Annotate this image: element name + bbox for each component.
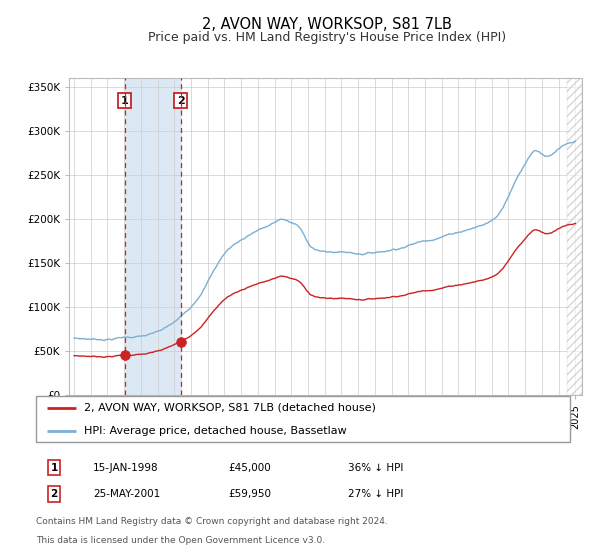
Text: 1: 1	[50, 463, 58, 473]
Text: 36% ↓ HPI: 36% ↓ HPI	[348, 463, 403, 473]
Text: Contains HM Land Registry data © Crown copyright and database right 2024.: Contains HM Land Registry data © Crown c…	[36, 517, 388, 526]
Bar	[125, 78, 181, 395]
Text: £59,950: £59,950	[228, 489, 271, 499]
Text: £45,000: £45,000	[228, 463, 271, 473]
Text: 2, AVON WAY, WORKSOP, S81 7LB (detached house): 2, AVON WAY, WORKSOP, S81 7LB (detached …	[84, 403, 376, 413]
Text: 2: 2	[50, 489, 58, 499]
Text: 27% ↓ HPI: 27% ↓ HPI	[348, 489, 403, 499]
FancyBboxPatch shape	[36, 396, 570, 442]
Text: Price paid vs. HM Land Registry's House Price Index (HPI): Price paid vs. HM Land Registry's House …	[148, 31, 506, 44]
Text: 1: 1	[121, 96, 128, 105]
Text: HPI: Average price, detached house, Bassetlaw: HPI: Average price, detached house, Bass…	[84, 426, 347, 436]
Text: 25-MAY-2001: 25-MAY-2001	[93, 489, 160, 499]
Text: This data is licensed under the Open Government Licence v3.0.: This data is licensed under the Open Gov…	[36, 536, 325, 545]
Text: 2, AVON WAY, WORKSOP, S81 7LB: 2, AVON WAY, WORKSOP, S81 7LB	[202, 17, 452, 32]
Text: 15-JAN-1998: 15-JAN-1998	[93, 463, 158, 473]
Text: 2: 2	[177, 96, 184, 105]
